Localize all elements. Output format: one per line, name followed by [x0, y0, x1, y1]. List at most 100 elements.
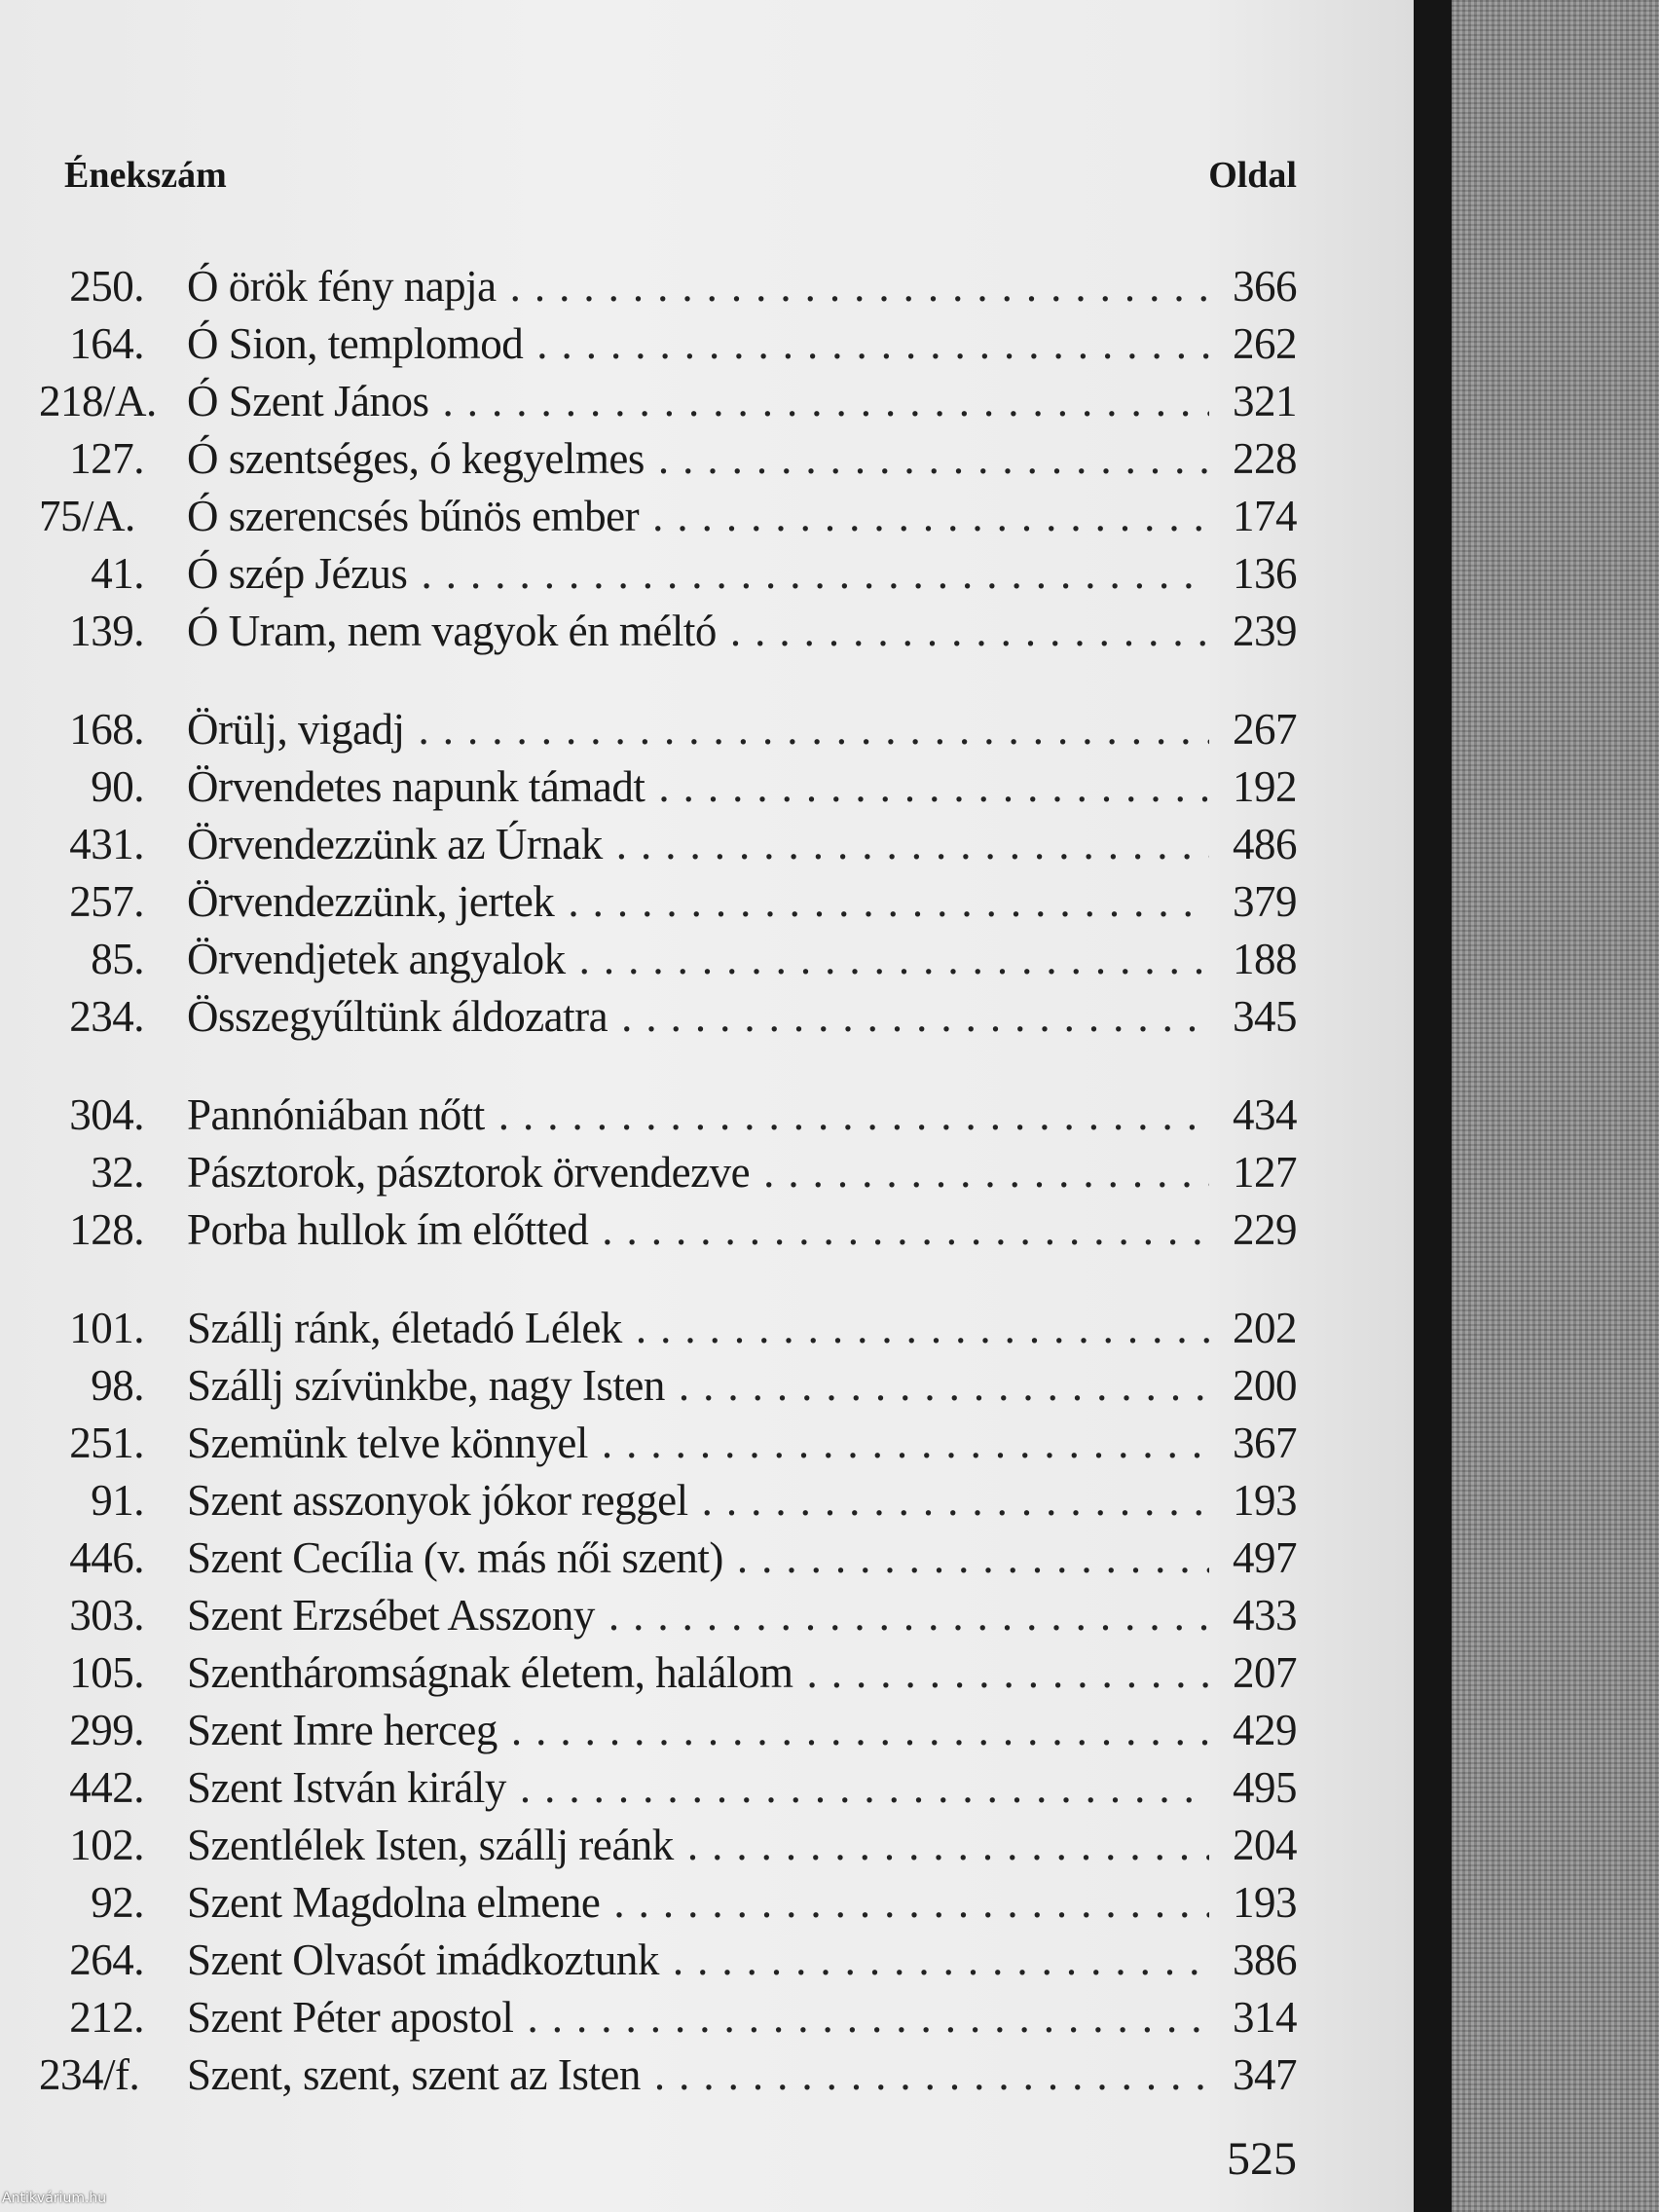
index-entry: 75/A. Ó szerencsés bűnös ember...........…: [39, 491, 1298, 548]
index-entry: 91. Szent asszonyok jókor reggel.........…: [39, 1475, 1297, 1532]
page-reference: 497: [1233, 1533, 1298, 1582]
dot-leader: ........................................…: [806, 1648, 1209, 1697]
song-number: 164.: [69, 319, 144, 368]
song-title: Szent Olvasót imádkoztunk: [187, 1936, 659, 1984]
song-number: 303.: [69, 1591, 144, 1640]
song-number: 212.: [69, 1993, 144, 2042]
song-number: 234.: [69, 992, 144, 1041]
song-title: Összegyűltünk áldozatra: [187, 992, 608, 1041]
index-entry: 105. Szentháromságnak életem, halálom....…: [39, 1647, 1297, 1705]
page-reference: 429: [1233, 1706, 1298, 1754]
page-reference: 136: [1233, 549, 1298, 598]
dot-leader: ........................................…: [527, 1993, 1209, 2042]
index-entry: 101. Szállj ránk, életadó Lélek..........…: [39, 1303, 1297, 1360]
page-reference: 127: [1233, 1148, 1298, 1197]
header-song-number: Énekszám: [64, 155, 227, 196]
song-number: 101.: [69, 1304, 144, 1352]
song-title: Ó Sion, templomod: [187, 319, 524, 368]
dot-leader: ........................................…: [536, 319, 1209, 368]
dot-leader: ........................................…: [658, 762, 1209, 811]
index-entry: 257. Örvendezzünk, jertek................…: [39, 876, 1297, 934]
page-reference: 202: [1233, 1304, 1298, 1352]
index-entry: 85. Örvendjetek angyalok.................…: [39, 934, 1297, 991]
song-number: 431.: [69, 820, 144, 868]
index-entry: 90. Örvendetes napunk támadt.............…: [39, 761, 1297, 819]
page-reference: 193: [1233, 1878, 1298, 1927]
song-title: Szentlélek Isten, szállj reánk: [187, 1821, 674, 1869]
index-entry: 102. Szentlélek Isten, szállj reánk......…: [39, 1820, 1297, 1877]
index-group: 250. Ó örök fény napja...................…: [39, 261, 1298, 663]
song-index-list: 250. Ó örök fény napja...................…: [39, 261, 1298, 2148]
song-number: 128.: [69, 1205, 144, 1254]
song-title: Porba hullok ím előtted: [187, 1205, 589, 1254]
page-number: 525: [1227, 2133, 1297, 2185]
song-title: Ó szentséges, ó kegyelmes: [187, 434, 645, 483]
dot-leader: ........................................…: [615, 820, 1209, 868]
index-entry: 264. Szent Olvasót imádkoztunk...........…: [39, 1935, 1297, 1992]
dot-leader: ........................................…: [621, 992, 1209, 1041]
index-entry: 234/f. Szent, szent, szent az Isten......…: [39, 2049, 1298, 2107]
song-title: Ó Uram, nem vagyok én méltó: [187, 607, 717, 655]
page-reference: 321: [1233, 377, 1298, 425]
index-entry: 250. Ó örök fény napja...................…: [39, 261, 1297, 318]
page-reference: 204: [1233, 1821, 1298, 1869]
index-entry: 139. Ó Uram, nem vagyok én méltó.........…: [39, 606, 1297, 663]
page-reference: 262: [1233, 319, 1298, 368]
dot-leader: ........................................…: [421, 549, 1209, 598]
song-number: 139.: [69, 607, 144, 655]
page-reference: 366: [1233, 262, 1298, 311]
dot-leader: ........................................…: [608, 1591, 1209, 1640]
song-title: Pannóniában nőtt: [187, 1090, 485, 1139]
column-header: Énekszám Oldal: [64, 154, 1297, 197]
song-title: Örvendjetek angyalok: [187, 935, 566, 983]
page-reference: 239: [1233, 607, 1298, 655]
song-number: 85.: [91, 935, 144, 983]
song-title: Szent Magdolna elmene: [187, 1878, 601, 1927]
page-reference: 345: [1233, 992, 1298, 1041]
song-number: 446.: [69, 1533, 144, 1582]
index-entry: 164. Ó Sion, templomod...................…: [39, 318, 1297, 376]
song-number: 257.: [69, 877, 144, 926]
song-title: Pásztorok, pásztorok örvendezve: [187, 1148, 751, 1197]
song-number: 218/A.: [39, 377, 157, 425]
index-entry: 212. Szent Péter apostol.................…: [39, 1992, 1297, 2049]
song-number: 234/f.: [39, 2050, 140, 2099]
song-title: Szállj szívünkbe, nagy Isten: [187, 1361, 665, 1410]
page-reference: 192: [1233, 762, 1298, 811]
song-number: 90.: [91, 762, 144, 811]
page-reference: 314: [1233, 1993, 1298, 2042]
background-fabric: [1451, 0, 1659, 2212]
dot-leader: ........................................…: [672, 1936, 1209, 1984]
song-title: Ó Szent János: [187, 377, 429, 425]
song-number: 98.: [91, 1361, 144, 1410]
dot-leader: ........................................…: [442, 377, 1209, 425]
song-title: Szemünk telve könnyel: [187, 1419, 588, 1467]
song-title: Szent, szent, szent az Isten: [187, 2050, 641, 2099]
index-entry: 168. Örülj, vigadj.......................…: [39, 704, 1297, 761]
dot-leader: ........................................…: [736, 1533, 1209, 1582]
header-page: Oldal: [1208, 155, 1297, 196]
index-entry: 41. Ó szép Jézus.........................…: [39, 548, 1297, 606]
dot-leader: ........................................…: [578, 935, 1209, 983]
song-title: Ó szerencsés bűnös ember: [187, 492, 640, 540]
index-entry: 128. Porba hullok ím előtted.............…: [39, 1204, 1297, 1262]
page-reference: 386: [1233, 1936, 1298, 1984]
index-entry: 32. Pásztorok, pásztorok örvendezve......…: [39, 1147, 1297, 1204]
dot-leader: ........................................…: [509, 262, 1209, 311]
song-title: Szent Cecília (v. más női szent): [187, 1533, 723, 1582]
page-reference: 495: [1233, 1763, 1298, 1812]
dot-leader: ........................................…: [568, 877, 1209, 926]
song-number: 168.: [69, 705, 144, 754]
song-number: 251.: [69, 1419, 144, 1467]
index-entry: 234. Összegyűltünk áldozatra.............…: [39, 991, 1297, 1049]
song-title: Örvendetes napunk támadt: [187, 762, 645, 811]
book-cover-edge: [1411, 0, 1452, 2212]
song-number: 92.: [91, 1878, 144, 1927]
index-entry: 303. Szent Erzsébet Asszony..............…: [39, 1590, 1297, 1647]
page-reference: 188: [1233, 935, 1298, 983]
song-title: Örvendezzünk, jertek: [187, 877, 555, 926]
dot-leader: ........................................…: [763, 1148, 1209, 1197]
song-title: Szent asszonyok jókor reggel: [187, 1476, 688, 1525]
dot-leader: ........................................…: [601, 1419, 1209, 1467]
page-reference: 229: [1233, 1205, 1298, 1254]
